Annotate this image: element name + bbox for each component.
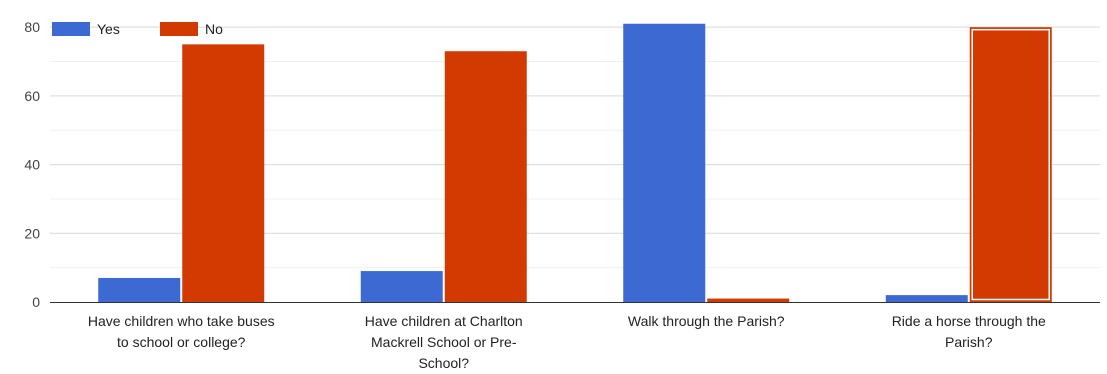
legend-swatch-no: [160, 22, 198, 36]
bar-yes-1[interactable]: [98, 277, 181, 302]
y-axis: 0 20 40 60 80: [24, 19, 40, 310]
legend-label-no: No: [205, 21, 223, 37]
y-tick-label: 20: [24, 225, 40, 241]
legend-label-yes: Yes: [97, 21, 120, 37]
y-tick-label: 80: [24, 19, 40, 35]
bar-yes-4[interactable]: [885, 295, 968, 302]
bar-no-4[interactable]: [969, 27, 1052, 302]
x-tick-label: Ride a horse through the Parish?: [892, 313, 1046, 350]
bars: [98, 23, 1052, 303]
x-tick-label: Walk through the Parish?: [628, 313, 785, 329]
x-tick-label: Have children at Charlton Mackrell School…: [365, 313, 523, 371]
legend: Yes No: [52, 21, 223, 37]
x-tick-label: Have children who take buses to school or…: [88, 313, 275, 350]
bar-yes-3[interactable]: [623, 23, 706, 302]
y-tick-label: 60: [24, 88, 40, 104]
y-tick-label: 40: [24, 157, 40, 173]
x-axis: Have children who take buses to school or…: [50, 302, 1100, 371]
legend-swatch-yes: [52, 22, 90, 36]
y-tick-label: 0: [32, 294, 40, 310]
bar-yes-2[interactable]: [360, 271, 443, 302]
bar-no-2[interactable]: [444, 51, 527, 303]
bar-highlight-outline: [971, 28, 1050, 301]
bar-no-3[interactable]: [707, 298, 790, 302]
bar-no-1[interactable]: [182, 44, 265, 303]
